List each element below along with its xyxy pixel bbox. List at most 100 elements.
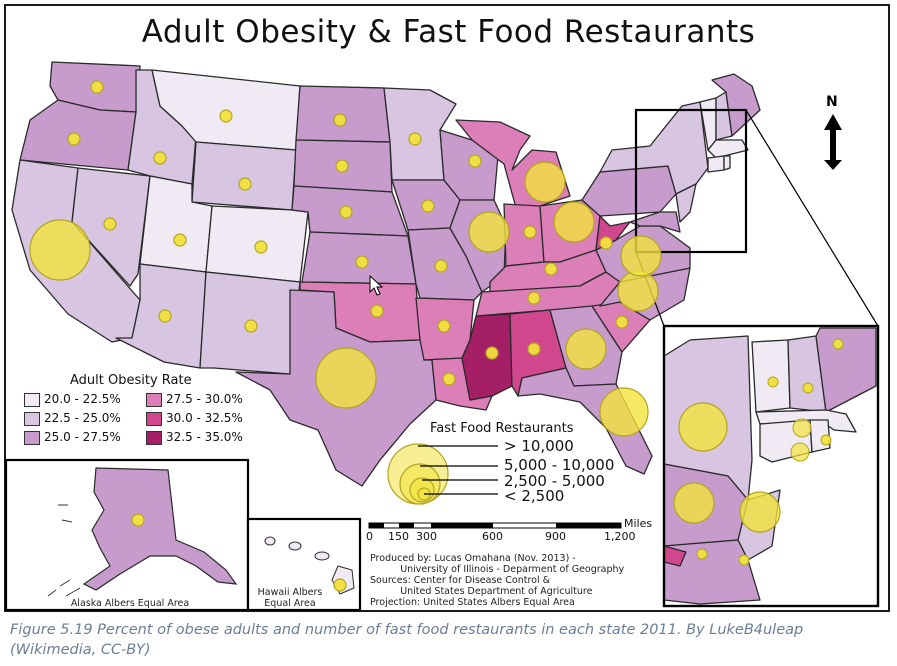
- bubble-mi: [524, 161, 566, 203]
- legend-item: 25.0 - 27.5%: [24, 430, 121, 445]
- bubble-va: [620, 235, 662, 277]
- state-in: [503, 203, 545, 267]
- state-md: [629, 211, 681, 233]
- bubble-in: [523, 225, 537, 239]
- bubble-sd: [335, 159, 349, 173]
- bubble-or: [67, 132, 81, 146]
- bubble-pa: [673, 482, 715, 524]
- credits: Produced by: Lucas Omahana (Nov. 2013) -…: [370, 553, 624, 608]
- scale-tick: 600: [482, 530, 503, 543]
- hawaii-label-line: Equal Area: [264, 598, 316, 609]
- alaska-inset-label: Alaska Albers Equal Area: [70, 598, 190, 609]
- zoom-box: [634, 108, 748, 254]
- state-hi-kauai: [264, 536, 276, 546]
- bubble-ak: [131, 513, 145, 527]
- legend-item: 30.0 - 32.5%: [146, 411, 243, 426]
- bubble-ca: [29, 219, 91, 281]
- bubble-ga: [565, 328, 607, 370]
- bubble-ok: [370, 304, 384, 318]
- bubble-mt: [219, 109, 233, 123]
- ne-inset-frame: [662, 324, 880, 608]
- inset-bubble: [790, 442, 810, 462]
- bubble-ky: [544, 262, 558, 276]
- legend-label: 25.0 - 27.5%: [44, 430, 121, 444]
- legend-label: 22.5 - 25.0%: [44, 411, 121, 425]
- north-label: N: [826, 94, 838, 110]
- map-title: Adult Obesity & Fast Food Restaurants: [141, 14, 756, 50]
- bubble-sc: [615, 315, 629, 329]
- credit-line: Sources: Center for Disease Control &: [370, 575, 551, 586]
- state-pa: [581, 165, 677, 217]
- credit-line: Produced by: Lucas Omahana (Nov. 2013) -: [370, 553, 576, 564]
- bubble-hi: [333, 578, 347, 592]
- bubble-tn: [527, 291, 541, 305]
- caption-line: (Wikimedia, CC-BY): [10, 642, 151, 658]
- bubble-fl: [599, 387, 649, 437]
- bubble-wy: [238, 177, 252, 191]
- mouse-cursor-icon: [369, 274, 384, 296]
- legend-label: 27.5 - 30.0%: [166, 392, 243, 406]
- bubble-ar: [437, 319, 451, 333]
- scale-tick: 150: [388, 530, 409, 543]
- legend-label: 32.5 - 35.0%: [166, 430, 243, 444]
- legend-label: 30.0 - 32.5%: [166, 411, 243, 425]
- inset-bubble: [802, 382, 814, 394]
- inset-bubble: [832, 338, 844, 350]
- legend-swatch: [146, 430, 162, 445]
- scale-tick: 300: [416, 530, 437, 543]
- legend-item: 20.0 - 22.5%: [24, 392, 121, 407]
- bubble-nc: [617, 270, 659, 312]
- legend-swatch: [24, 430, 40, 445]
- scale-tick: 0: [366, 530, 373, 543]
- scale-unit: Miles: [624, 517, 653, 530]
- credit-line: United States Department of Agriculture: [370, 586, 593, 597]
- state-ma: [707, 139, 749, 159]
- inset-bubble: [738, 554, 750, 566]
- state-hi-oahu: [288, 541, 302, 551]
- state-ak: [82, 467, 238, 591]
- ff-legend-label: < 2,500: [504, 487, 565, 505]
- bubble-ms: [485, 346, 499, 360]
- bubble-mn: [408, 132, 422, 146]
- inset-bubble: [792, 418, 812, 438]
- scale-tick: 1,200: [604, 530, 636, 543]
- bubble-il: [468, 211, 510, 253]
- credit-line: University of Illinois - Deparment of Ge…: [370, 564, 625, 575]
- scale-bar: [368, 522, 622, 529]
- state-ct: [707, 155, 725, 173]
- ff-legend-label: > 10,000: [504, 437, 574, 455]
- legend-swatch: [24, 411, 40, 426]
- bubble-co: [254, 240, 268, 254]
- state-ri: [723, 155, 731, 171]
- bubble-ne: [339, 205, 353, 219]
- bubble-mo: [434, 259, 448, 273]
- bubble-ia: [421, 199, 435, 213]
- legend-item: 27.5 - 30.0%: [146, 392, 243, 407]
- bubble-az: [158, 309, 172, 323]
- inset-bubble: [696, 548, 708, 560]
- bubble-nd: [333, 113, 347, 127]
- bubble-oh: [553, 201, 595, 243]
- bubble-ny: [678, 402, 728, 452]
- state-nj: [675, 183, 697, 223]
- hawaii-inset-label: Hawaii Albers Equal Area: [250, 587, 330, 609]
- bubble-wi: [468, 154, 482, 168]
- bubble-nj: [739, 491, 781, 533]
- bubble-wv: [599, 236, 613, 250]
- ff-legend-label: 5,000 - 10,000: [504, 456, 615, 474]
- fast-food-legend-title: Fast Food Restaurants: [430, 421, 574, 436]
- inset-bubble: [767, 376, 779, 388]
- obesity-legend-title: Adult Obesity Rate: [70, 373, 192, 388]
- legend-swatch: [146, 392, 162, 407]
- state-ny: [599, 101, 709, 195]
- scale-tick: 900: [545, 530, 566, 543]
- inset-bubble: [820, 434, 832, 446]
- caption-line: Figure 5.19 Percent of obese adults and …: [10, 622, 804, 638]
- credit-line: Projection: United States Albers Equal A…: [370, 597, 575, 608]
- fast-food-bubble-legend: [387, 443, 498, 505]
- bubble-id: [153, 151, 167, 165]
- legend-label: 20.0 - 22.5%: [44, 392, 121, 406]
- ff-legend-label: 2,500 - 5,000: [504, 472, 605, 490]
- state-nd: [295, 85, 391, 143]
